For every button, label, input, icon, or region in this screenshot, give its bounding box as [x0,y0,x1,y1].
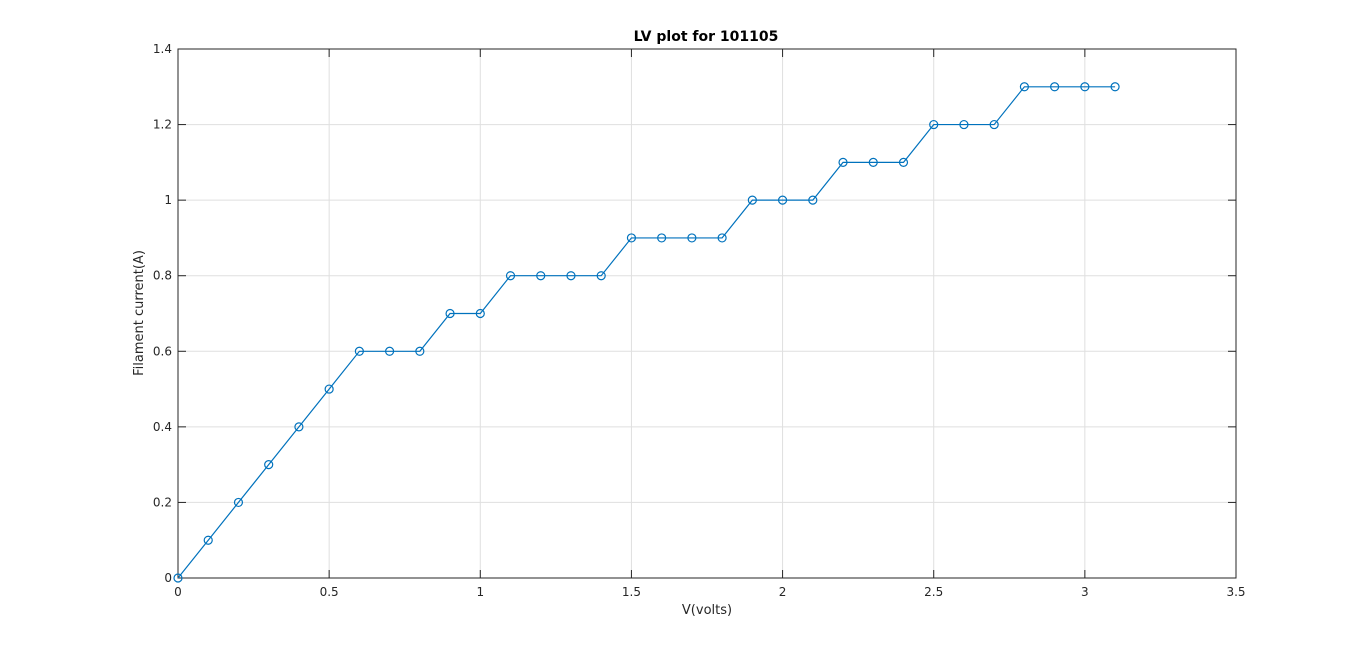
y-tick-label: 0.2 [153,495,172,509]
data-point-marker [1050,82,1060,92]
data-point-marker [385,346,395,356]
data-point-marker [989,119,999,130]
series-line [177,86,1116,579]
data-point-marker [687,233,697,243]
x-tick-label: 2.5 [924,585,943,599]
data-point-marker [233,497,244,508]
data-point-marker [717,233,727,243]
data-point-marker [324,384,334,394]
data-point-marker [777,195,788,205]
data-point-marker [898,157,909,167]
y-tick-label: 1.4 [153,42,172,56]
data-point-marker [808,195,818,205]
y-tick-label: 1 [164,193,172,207]
data-point-marker [203,535,213,545]
y-tick-label: 0.6 [153,344,172,358]
data-point-marker [596,271,606,281]
data-point-marker [566,271,576,281]
chart-title: LV plot for 101105 [634,29,779,45]
x-axis-label: V(volts) [682,603,732,618]
x-tick-label: 0 [174,585,182,599]
x-tick-label: 3.5 [1226,585,1245,599]
data-point-marker [354,346,364,356]
axes-frame [177,48,1237,579]
data-point-marker [1019,82,1030,92]
y-tick-label: 0.8 [153,269,172,283]
data-point-marker [445,308,455,319]
data-point-marker [264,460,274,470]
y-axis-label: Filament current(A) [132,250,147,376]
x-tick-label: 2 [779,585,787,599]
data-point-marker [536,271,546,281]
data-point-marker [868,157,878,167]
data-point-marker [173,573,183,583]
data-point-marker [1080,82,1090,92]
y-tick-labels: 0 0.2 0.4 0.6 0.8 1 1.2 1.4 [153,42,172,585]
x-tick-label: 3 [1081,585,1089,599]
data-point-marker [838,157,848,167]
data-point-marker [294,422,304,432]
x-tick-label: 1.5 [622,585,641,599]
data-point-marker [1110,82,1120,92]
marker-layer [173,82,1120,583]
data-point-marker [626,233,637,243]
y-tick-label: 0 [164,571,172,585]
y-tick-label: 0.4 [153,420,172,434]
x-tick-labels: 0 0.5 1 1.5 2 2.5 3 3.5 [174,585,1245,599]
plot-area [173,48,1237,583]
data-point-marker [959,119,969,130]
series-line-layer [177,86,1116,579]
data-point-marker [657,233,667,243]
data-point-marker [929,119,939,130]
axes-background [178,49,1236,578]
data-point-marker [505,271,516,281]
data-point-marker [475,308,485,319]
x-tick-label: 0.5 [320,585,339,599]
x-tick-label: 1 [476,585,484,599]
y-tick-label: 1.2 [153,118,172,132]
data-point-marker [747,195,757,205]
data-point-marker [415,346,425,356]
